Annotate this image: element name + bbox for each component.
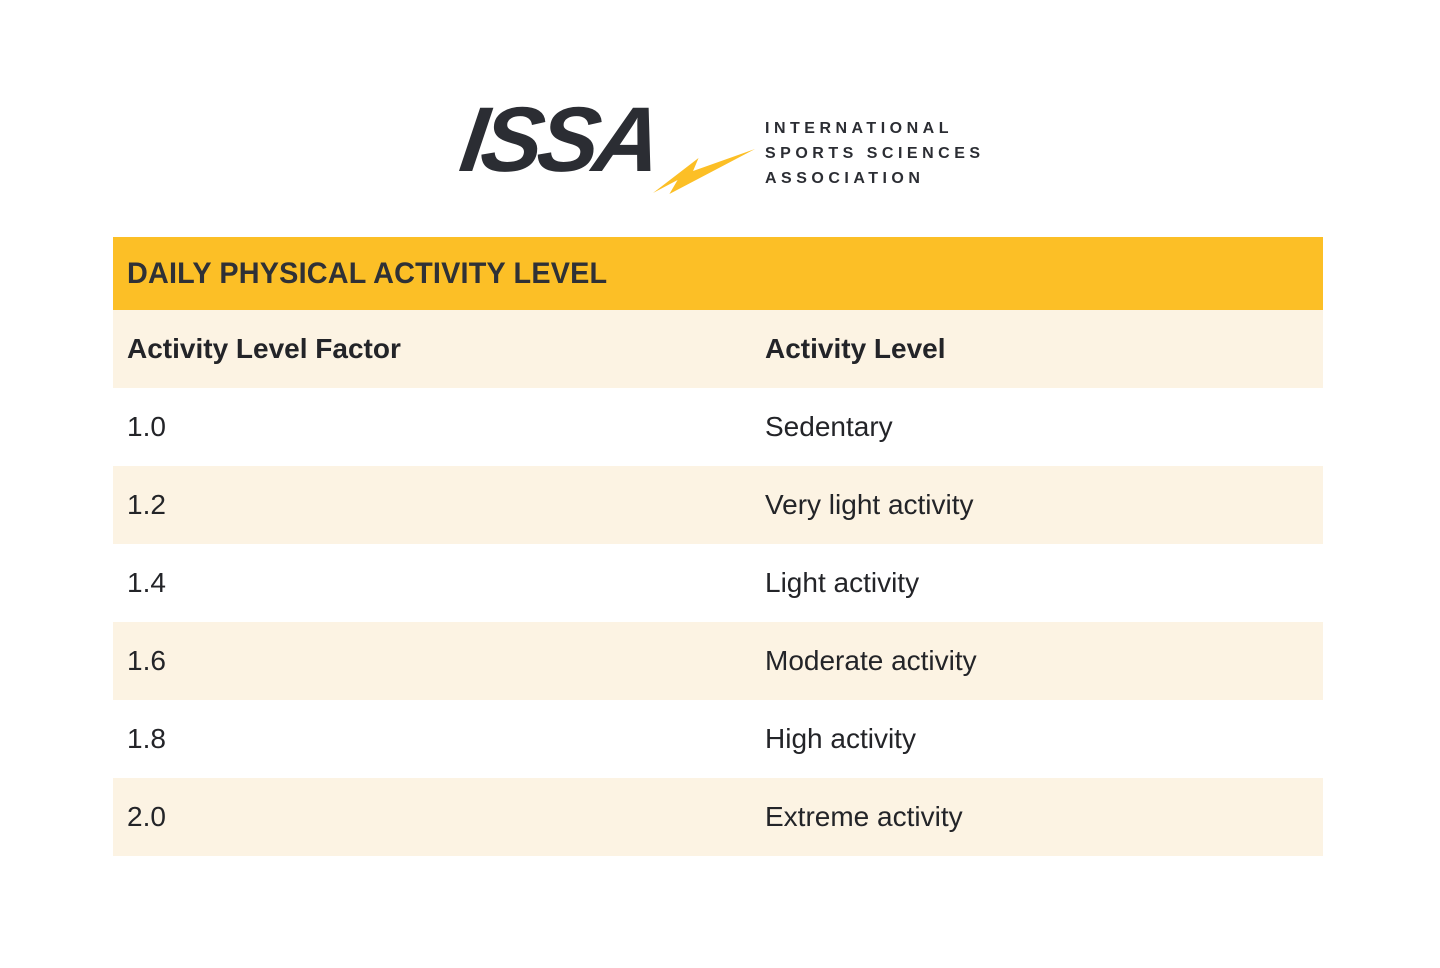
table-title-band: DAILY PHYSICAL ACTIVITY LEVEL: [113, 237, 1323, 310]
level-cell: Moderate activity: [765, 645, 977, 676]
table-row: 1.4 Light activity: [113, 544, 1323, 622]
issa-logo: ISSA INTERNATIONAL SPORTS SCIENCES ASSOC…: [455, 89, 995, 198]
lightning-bolt-icon: [653, 149, 755, 194]
activity-level-table: DAILY PHYSICAL ACTIVITY LEVEL Activity L…: [113, 237, 1323, 856]
level-cell: Light activity: [765, 567, 920, 598]
factor-cell: 1.2: [127, 489, 166, 520]
factor-cell: 1.8: [127, 723, 166, 754]
org-name-line-1: INTERNATIONAL: [765, 120, 953, 137]
table-row: 2.0 Extreme activity: [113, 778, 1323, 856]
level-cell: Sedentary: [765, 411, 893, 442]
factor-cell: 1.0: [127, 411, 166, 442]
column-header-factor: Activity Level Factor: [127, 333, 401, 364]
table-rows: 1.0 Sedentary 1.2 Very light activity 1.…: [113, 388, 1323, 856]
table-title: DAILY PHYSICAL ACTIVITY LEVEL: [127, 256, 608, 290]
column-header-level: Activity Level: [765, 333, 946, 364]
table-row: 1.8 High activity: [113, 700, 1323, 778]
table-row: 1.2 Very light activity: [113, 466, 1323, 544]
level-cell: Extreme activity: [765, 801, 963, 832]
table-row: 1.6 Moderate activity: [113, 622, 1323, 700]
org-name: INTERNATIONAL SPORTS SCIENCES ASSOCIATIO…: [765, 116, 985, 191]
factor-cell: 1.6: [127, 645, 166, 676]
org-name-line-3: ASSOCIATION: [765, 170, 925, 187]
table-row: 1.0 Sedentary: [113, 388, 1323, 466]
factor-cell: 2.0: [127, 801, 166, 832]
level-cell: Very light activity: [765, 489, 974, 520]
org-name-line-2: SPORTS SCIENCES: [765, 145, 985, 162]
issa-wordmark: ISSA: [454, 89, 664, 191]
column-header-row: Activity Level Factor Activity Level: [113, 310, 1323, 388]
level-cell: High activity: [765, 723, 916, 754]
factor-cell: 1.4: [127, 567, 166, 598]
